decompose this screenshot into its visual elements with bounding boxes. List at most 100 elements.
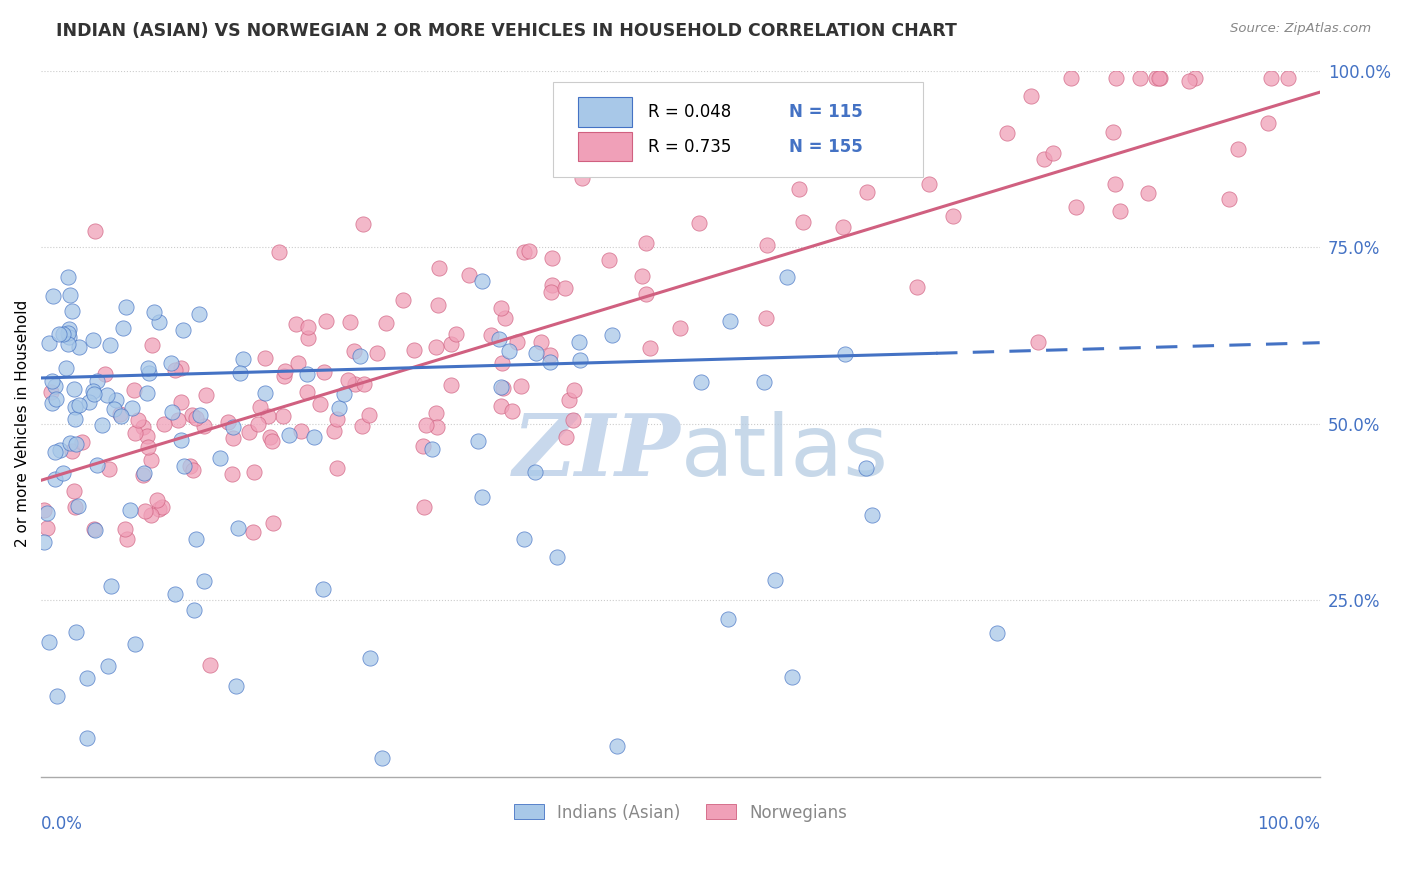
Point: [124, 637, 146, 651]
Point: [439, 378, 461, 392]
Point: [513, 532, 536, 546]
Point: [56, 326, 79, 340]
Point: [297, 368, 319, 382]
Point: [167, 413, 190, 427]
Point: [242, 524, 264, 539]
Point: [328, 401, 350, 416]
FancyBboxPatch shape: [578, 97, 631, 127]
Point: [141, 337, 163, 351]
Point: [446, 327, 468, 342]
Point: [111, 321, 134, 335]
Point: [150, 500, 173, 514]
Point: [568, 335, 591, 350]
Point: [170, 360, 193, 375]
Point: [39, 384, 62, 399]
Point: [257, 409, 280, 424]
Point: [103, 402, 125, 417]
Point: [415, 417, 437, 432]
Point: [262, 516, 284, 530]
Point: [135, 385, 157, 400]
Point: [83, 523, 105, 537]
Point: [538, 355, 561, 369]
Point: [404, 343, 426, 358]
Point: [1060, 71, 1083, 86]
Point: [1129, 71, 1152, 86]
Point: [221, 467, 243, 481]
Point: [333, 387, 356, 401]
Point: [494, 310, 516, 325]
Point: [172, 323, 194, 337]
Point: [598, 253, 620, 268]
Point: [253, 385, 276, 400]
Point: [170, 395, 193, 409]
FancyBboxPatch shape: [553, 82, 924, 177]
Point: [309, 397, 332, 411]
Point: [63, 500, 86, 514]
Point: [132, 467, 155, 482]
Point: [83, 224, 105, 238]
Point: [115, 300, 138, 314]
Point: [271, 409, 294, 423]
Point: [165, 363, 187, 377]
Point: [412, 438, 434, 452]
Point: [718, 313, 741, 327]
Point: [58, 321, 80, 335]
Point: [690, 376, 713, 390]
Point: [517, 244, 540, 258]
Point: [349, 349, 371, 363]
Point: [38, 336, 60, 351]
Text: R = 0.735: R = 0.735: [648, 137, 731, 155]
Point: [32, 503, 55, 517]
Point: [184, 532, 207, 546]
Point: [426, 420, 449, 434]
Point: [344, 377, 367, 392]
Point: [187, 307, 209, 321]
Point: [274, 364, 297, 378]
Point: [67, 341, 90, 355]
Point: [278, 428, 301, 442]
Point: [427, 260, 450, 275]
Legend: Indians (Asian), Norwegians: Indians (Asian), Norwegians: [508, 797, 853, 829]
Point: [115, 532, 138, 546]
Point: [114, 522, 136, 536]
Point: [273, 368, 295, 383]
Point: [238, 425, 260, 440]
Point: [513, 245, 536, 260]
Point: [90, 417, 112, 432]
Point: [153, 417, 176, 431]
Point: [792, 215, 814, 229]
Point: [65, 437, 87, 451]
Point: [42, 289, 65, 303]
Point: [225, 679, 247, 693]
Point: [420, 442, 443, 457]
Point: [45, 689, 67, 703]
Point: [181, 463, 204, 477]
Point: [524, 346, 547, 360]
Point: [139, 452, 162, 467]
Point: [77, 394, 100, 409]
Point: [110, 409, 132, 424]
Point: [530, 335, 553, 350]
Point: [55, 360, 77, 375]
Point: [132, 467, 155, 481]
Point: [247, 417, 270, 431]
Point: [606, 739, 628, 754]
Point: [1042, 146, 1064, 161]
Point: [523, 465, 546, 479]
Point: [97, 659, 120, 673]
Point: [254, 351, 277, 366]
Point: [108, 407, 131, 421]
Point: [540, 285, 562, 299]
Point: [491, 381, 513, 395]
Point: [571, 170, 593, 185]
Point: [104, 392, 127, 407]
Text: atlas: atlas: [681, 410, 889, 493]
Point: [148, 315, 170, 329]
Point: [59, 435, 82, 450]
Point: [489, 380, 512, 394]
Point: [148, 502, 170, 516]
Point: [160, 355, 183, 369]
Point: [498, 343, 520, 358]
Point: [905, 280, 928, 294]
Point: [173, 459, 195, 474]
